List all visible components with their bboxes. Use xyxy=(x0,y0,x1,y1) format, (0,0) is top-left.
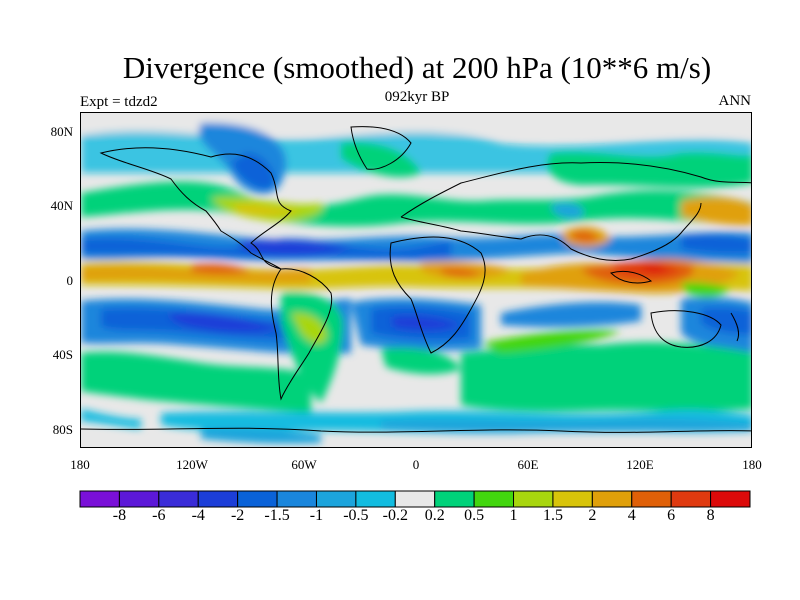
colorbar-label: -8 xyxy=(112,507,127,524)
lon-label-60e: 60E xyxy=(517,457,539,472)
colorbar-swatch xyxy=(79,490,120,508)
lon-label-120e: 120E xyxy=(626,457,654,472)
map-canvas xyxy=(81,113,751,447)
lat-label-0: 0 xyxy=(66,273,74,288)
colorbar-swatch xyxy=(473,490,515,508)
lon-label-0: 0 xyxy=(412,457,420,472)
colorbar-label: 1 xyxy=(509,507,518,524)
coastlines xyxy=(81,126,751,433)
colorbar-label: -1.5 xyxy=(264,507,290,524)
colorbar-swatch xyxy=(394,490,436,508)
colorbar-label: -0.2 xyxy=(382,507,408,524)
lat-label-40s: 40S xyxy=(52,347,73,362)
colorbar-label: -6 xyxy=(152,507,166,524)
colorbar xyxy=(79,490,751,508)
colorbar-label: -0.5 xyxy=(343,507,369,524)
colorbar-swatch xyxy=(118,490,160,508)
lon-label-60w: 60W xyxy=(291,457,317,472)
colorbar-swatch xyxy=(710,490,751,508)
time-label: 092kyr BP xyxy=(384,89,450,105)
colorbar-swatch xyxy=(237,490,278,508)
colorbar-label: -2 xyxy=(230,507,245,524)
colorbar-label: 4 xyxy=(627,507,636,524)
lat-label-40n: 40N xyxy=(50,198,73,213)
colorbar-swatch xyxy=(513,490,554,508)
lon-label-180w: 180 xyxy=(70,457,90,472)
lat-label-80s: 80S xyxy=(52,422,73,437)
colorbar-swatch xyxy=(552,490,593,508)
colorbar-swatch xyxy=(670,490,712,508)
colorbar-label: -1 xyxy=(309,507,324,524)
colorbar-swatch xyxy=(197,490,239,508)
colorbar-label: 2 xyxy=(588,507,597,524)
colorbar-swatch xyxy=(591,490,633,508)
season-label: ANN xyxy=(718,93,752,109)
divergence-map xyxy=(80,112,752,448)
colorbar-swatch xyxy=(355,490,396,508)
colorbar-label: 0.2 xyxy=(424,507,445,524)
colorbar-label: 8 xyxy=(706,507,715,524)
colorbar-labels: -8 -6 -4 -2 -1.5 -1 -0.5 -0.2 0.2 0.5 1 1.5 2 4 6 8 xyxy=(0,507,800,527)
colorbar-swatch xyxy=(631,490,672,508)
colorbar-label: 0.5 xyxy=(464,507,485,524)
colorbar-label: 1.5 xyxy=(542,507,563,524)
lon-label-120w: 120W xyxy=(176,457,208,472)
lon-label-180e: 180 xyxy=(742,457,762,472)
plot-title: Divergence (smoothed) at 200 hPa (10**6 … xyxy=(122,50,712,85)
colorbar-swatch xyxy=(315,490,357,508)
colorbar-label: -4 xyxy=(191,507,205,524)
experiment-label: Expt = tdzd2 xyxy=(80,94,158,110)
divergence-field xyxy=(81,113,751,444)
colorbar-label: 6 xyxy=(667,507,676,524)
colorbar-swatch xyxy=(276,490,317,508)
colorbar-swatch xyxy=(434,490,475,508)
lat-label-80n: 80N xyxy=(50,124,73,139)
colorbar-swatch xyxy=(158,490,199,508)
